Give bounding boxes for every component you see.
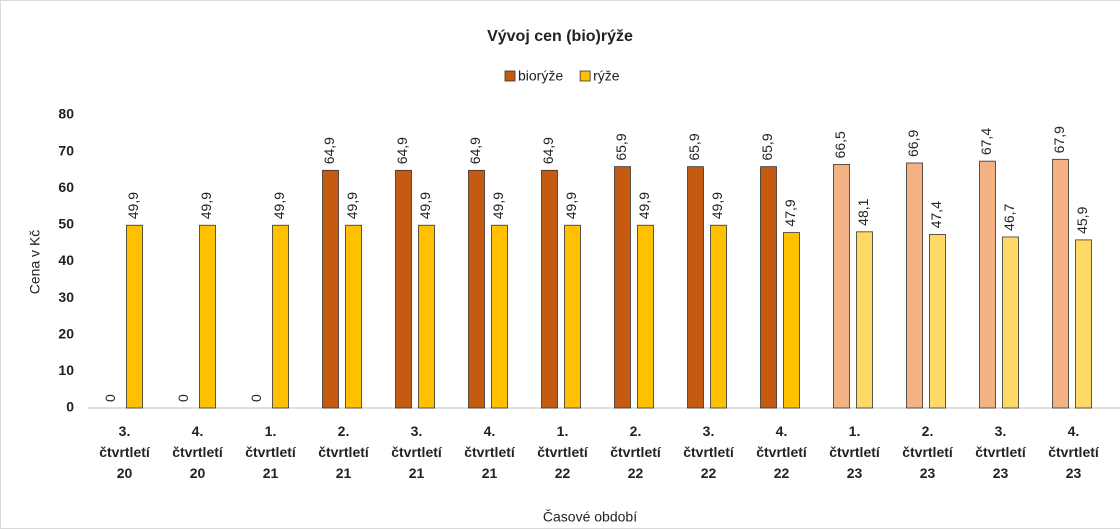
x-axis-title: Časové období [543, 509, 637, 525]
bar [1052, 158, 1069, 409]
y-tick-label: 70 [58, 142, 74, 158]
bar [614, 166, 631, 409]
data-label: 49,9 [636, 192, 652, 219]
data-label: 49,9 [125, 192, 141, 219]
x-tick-label: 4. čtvrtletí 21 [464, 423, 516, 481]
bar [906, 162, 923, 409]
bar [929, 233, 946, 409]
x-tick-label: 4. čtvrtletí 20 [172, 423, 224, 481]
y-tick-label: 10 [58, 362, 74, 378]
data-label: 49,9 [709, 192, 725, 219]
bar [491, 224, 508, 409]
data-label: 49,9 [198, 192, 214, 219]
data-label: 49,9 [271, 192, 287, 219]
data-label: 64,9 [540, 137, 556, 164]
data-label: 49,9 [344, 192, 360, 219]
legend-label: rýže [593, 68, 620, 84]
bar [1002, 236, 1019, 409]
data-label: 49,9 [417, 192, 433, 219]
x-tick-label: 1. čtvrtletí 22 [537, 423, 589, 481]
bar [126, 224, 143, 409]
data-label: 46,7 [1001, 203, 1017, 230]
bar [1075, 239, 1092, 409]
y-axis-title: Cena v Kč [27, 230, 43, 295]
y-tick-label: 60 [58, 179, 74, 195]
bar [833, 164, 850, 409]
data-label: 65,9 [613, 133, 629, 160]
x-tick-label: 4. čtvrtletí 23 [1048, 423, 1100, 481]
x-tick-label: 3. čtvrtletí 21 [391, 423, 443, 481]
data-label: 67,4 [978, 128, 994, 155]
bar [783, 232, 800, 409]
bar [322, 169, 339, 409]
x-tick-label: 3. čtvrtletí 23 [975, 423, 1027, 481]
y-tick-label: 80 [58, 106, 74, 122]
bar [418, 224, 435, 409]
x-tick-label: 3. čtvrtletí 20 [99, 423, 151, 481]
bar [760, 166, 777, 409]
legend-swatch [504, 70, 516, 82]
data-label: 65,9 [759, 133, 775, 160]
x-tick-label: 2. čtvrtletí 23 [902, 423, 954, 481]
x-tick-label: 2. čtvrtletí 21 [318, 423, 370, 481]
bar [272, 224, 289, 409]
data-label: 0 [175, 394, 191, 402]
chart-title: Vývoj cen (bio)rýže [487, 28, 633, 45]
bar [710, 224, 727, 409]
bar [541, 169, 558, 409]
y-tick-label: 20 [58, 325, 74, 341]
y-tick-label: 40 [58, 252, 74, 268]
data-label: 49,9 [563, 192, 579, 219]
data-label: 66,5 [832, 131, 848, 158]
data-label: 64,9 [394, 137, 410, 164]
bar [979, 160, 996, 409]
data-label: 0 [102, 394, 118, 402]
legend-label: biorýže [518, 68, 563, 84]
data-label: 47,9 [782, 199, 798, 226]
data-label: 47,4 [928, 201, 944, 228]
data-label: 66,9 [905, 130, 921, 157]
bar [687, 166, 704, 409]
x-tick-label: 1. čtvrtletí 21 [245, 423, 297, 481]
data-label: 64,9 [321, 137, 337, 164]
data-label: 45,9 [1074, 206, 1090, 233]
bar [395, 169, 412, 409]
bar [564, 224, 581, 409]
data-label: 49,9 [490, 192, 506, 219]
data-label: 67,9 [1051, 126, 1067, 153]
y-tick-label: 30 [58, 289, 74, 305]
x-tick-label: 4. čtvrtletí 22 [756, 423, 808, 481]
x-tick-label: 2. čtvrtletí 22 [610, 423, 662, 481]
bar [856, 231, 873, 409]
data-label: 64,9 [467, 137, 483, 164]
x-tick-label: 1. čtvrtletí 23 [829, 423, 881, 481]
data-label: 0 [248, 394, 264, 402]
data-label: 65,9 [686, 133, 702, 160]
x-tick-label: 3. čtvrtletí 22 [683, 423, 735, 481]
bar [345, 224, 362, 409]
bar [468, 169, 485, 409]
data-label: 48,1 [855, 198, 871, 225]
bar [637, 224, 654, 409]
y-tick-label: 50 [58, 216, 74, 232]
y-tick-label: 0 [66, 399, 74, 415]
legend-swatch [579, 70, 591, 82]
bar [199, 224, 216, 409]
